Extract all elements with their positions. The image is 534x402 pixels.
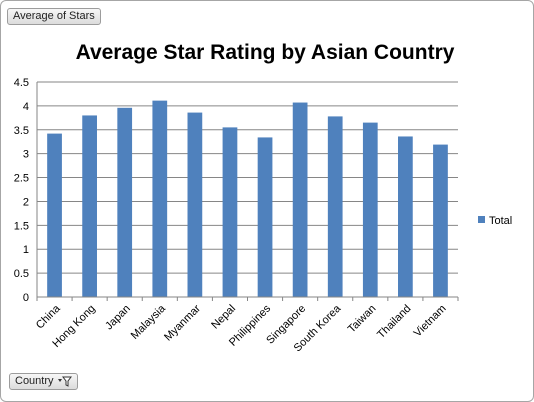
y-tick-label: 2 (23, 196, 29, 208)
bar-philippines (257, 137, 273, 297)
bar-japan (117, 107, 133, 297)
y-tick-label: 2.5 (14, 173, 29, 185)
x-tick-label: Nepal (209, 303, 238, 332)
y-tick-label: 3 (23, 149, 29, 161)
y-tick-label: 0.5 (14, 268, 29, 280)
x-tick-label: Myanmar (162, 302, 203, 343)
y-tick-label: 1 (23, 244, 29, 256)
bar-hong-kong (82, 115, 97, 297)
y-tick-label: 1.5 (14, 220, 29, 232)
legend-swatch-total (478, 216, 485, 223)
bar-south-korea (327, 116, 343, 298)
axis-field-button[interactable]: Country (9, 373, 78, 390)
filter-dropdown-icon[interactable] (57, 376, 72, 387)
values-field-label: Average of Stars (13, 10, 95, 22)
x-tick-label: Taiwan (346, 303, 379, 336)
y-tick-label: 3.5 (14, 125, 29, 137)
bar-thailand (398, 136, 413, 297)
y-tick-label: 0 (23, 292, 29, 304)
bar-taiwan (362, 122, 378, 297)
bar-malaysia (152, 100, 168, 297)
axes (36, 82, 459, 301)
bar-china (47, 133, 62, 297)
values-field-button[interactable]: Average of Stars (7, 8, 101, 25)
bars (47, 100, 448, 298)
gridlines (37, 81, 458, 274)
x-tick-label: China (34, 302, 63, 331)
bar-nepal (222, 127, 238, 297)
chart-title: Average Star Rating by Asian Country (76, 41, 455, 64)
bar-myanmar (187, 112, 203, 297)
x-tick-label: Japan (103, 303, 133, 333)
legend: Total (478, 215, 512, 227)
axis-field-label: Country (15, 375, 54, 387)
y-tick-label: 4 (23, 101, 29, 113)
bar-singapore (292, 102, 308, 298)
x-tick-label: Thailand (375, 303, 413, 341)
y-tick-labels: 0 0.5 1 1.5 2 2.5 3 3.5 4 4.5 (14, 77, 29, 304)
bar-vietnam (433, 144, 448, 297)
y-tick-label: 4.5 (14, 77, 29, 89)
x-tick-label: Vietnam (412, 303, 449, 340)
legend-label-total: Total (489, 215, 512, 227)
